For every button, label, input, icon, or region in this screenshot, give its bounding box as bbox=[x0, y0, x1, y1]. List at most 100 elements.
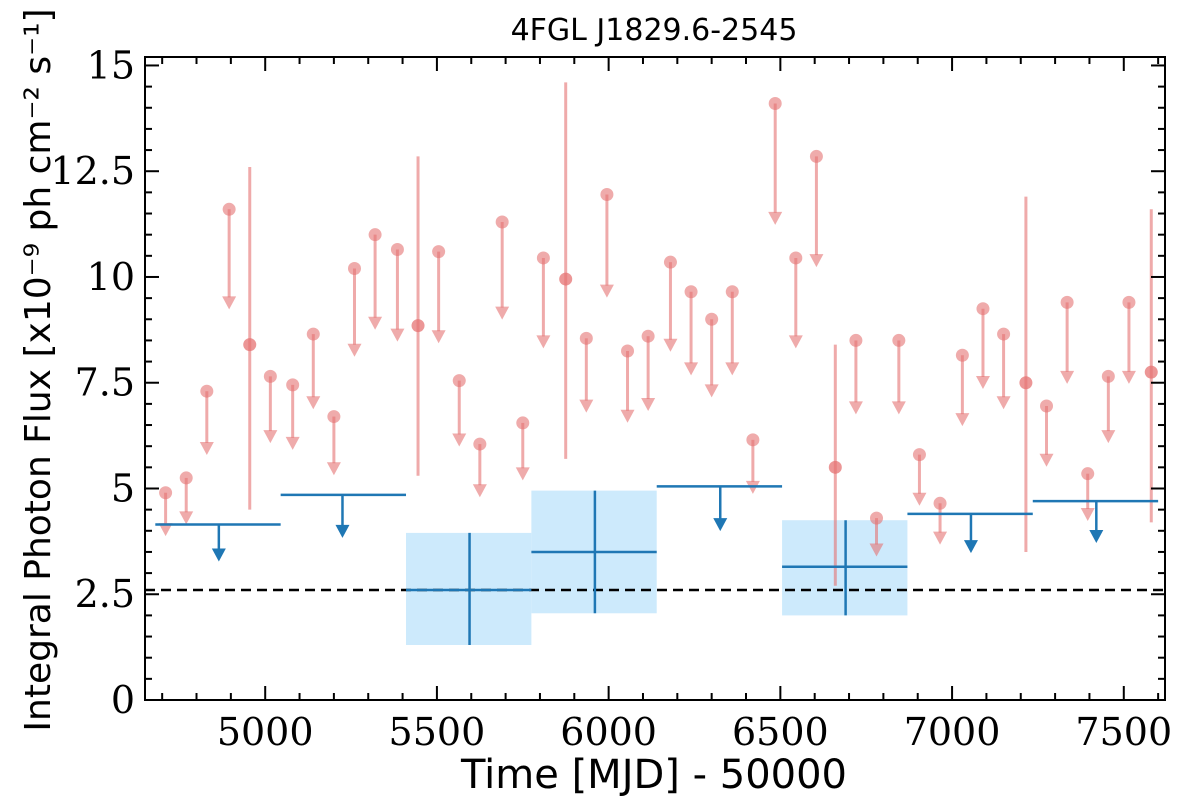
coarse-upper-limit-arrow bbox=[963, 540, 978, 554]
x-tick-label: 7000 bbox=[904, 710, 1001, 754]
fine-upper-limit-point bbox=[641, 329, 655, 343]
fine-upper-limit-point bbox=[600, 187, 614, 201]
fine-upper-limit-point bbox=[1040, 399, 1054, 413]
fine-upper-limit-arrow bbox=[704, 384, 719, 398]
fine-upper-limit-point bbox=[516, 416, 530, 430]
fine-upper-limit-arrow bbox=[955, 413, 970, 427]
fine-upper-limit-arrow bbox=[472, 484, 487, 498]
y-tick-label: 10 bbox=[87, 255, 135, 299]
fine-upper-limit-point bbox=[347, 262, 361, 276]
fine-upper-limit-point bbox=[327, 410, 341, 424]
fine-upper-limit-arrow bbox=[891, 401, 906, 415]
x-tick-label: 5500 bbox=[389, 710, 486, 754]
fine-upper-limit-point bbox=[1101, 369, 1115, 383]
fine-upper-limit-arrow bbox=[933, 531, 948, 545]
fine-upper-limit-arrow bbox=[158, 523, 173, 537]
coarse-upper-limit-arrow bbox=[1089, 529, 1104, 543]
axis-ticks bbox=[145, 57, 1165, 701]
fine-upper-limit-point bbox=[263, 369, 277, 383]
x-tick-label: 6000 bbox=[560, 710, 657, 754]
fine-upper-limit-arrow bbox=[347, 343, 362, 357]
fine-upper-limit-arrow bbox=[199, 441, 214, 455]
fine-upper-limit-arrow bbox=[975, 375, 990, 389]
fine-upper-limit-point bbox=[912, 448, 926, 462]
coarse-upper-limit-arrow bbox=[211, 548, 226, 562]
fine-upper-limit-arrow bbox=[285, 436, 300, 450]
y-axis-label: Integral Photon Flux [x10⁻⁹ ph cm⁻² s⁻¹] bbox=[18, 8, 59, 731]
fine-upper-limit-point bbox=[892, 333, 906, 347]
coarse-bin-points bbox=[155, 485, 1159, 646]
fine-upper-limit-point bbox=[495, 215, 509, 229]
fine-detection-point bbox=[411, 319, 425, 333]
y-tick-label: 5 bbox=[111, 466, 135, 510]
chart-title: 4FGL J1829.6-2545 bbox=[511, 13, 798, 48]
x-tick-label: 6500 bbox=[732, 710, 829, 754]
fine-upper-limit-point bbox=[955, 348, 969, 362]
fine-upper-limit-point bbox=[222, 202, 236, 216]
fine-upper-limit-point bbox=[746, 433, 760, 447]
fine-upper-limit-point bbox=[1060, 295, 1074, 309]
fine-upper-limit-point bbox=[368, 228, 382, 242]
x-tick-label: 7500 bbox=[1075, 710, 1172, 754]
fine-upper-limit-point bbox=[621, 344, 635, 358]
y-tick-label: 2.5 bbox=[75, 572, 135, 616]
fine-upper-limit-point bbox=[705, 312, 719, 326]
fine-upper-limit-point bbox=[306, 327, 320, 341]
fine-upper-limit-arrow bbox=[1101, 430, 1116, 444]
fine-upper-limit-point bbox=[684, 285, 698, 299]
fine-detection-point bbox=[1019, 376, 1033, 390]
fine-upper-limit-arrow bbox=[1121, 370, 1136, 384]
fine-upper-limit-arrow bbox=[452, 433, 467, 447]
fine-upper-limit-point bbox=[849, 333, 863, 347]
fine-upper-limit-arrow bbox=[368, 316, 383, 330]
fine-upper-limit-arrow bbox=[1039, 453, 1054, 467]
fine-upper-limit-arrow bbox=[620, 409, 635, 423]
fine-upper-limit-arrow bbox=[684, 362, 699, 376]
fine-upper-limit-arrow bbox=[912, 492, 927, 506]
fine-upper-limit-point bbox=[976, 302, 990, 316]
fine-upper-limit-point bbox=[179, 471, 193, 485]
fine-upper-limit-arrow bbox=[848, 401, 863, 415]
y-tick-label: 7.5 bbox=[75, 361, 135, 405]
fine-detection-point bbox=[1144, 365, 1158, 379]
fine-upper-limit-arrow bbox=[641, 397, 656, 411]
fine-upper-limit-point bbox=[1081, 467, 1095, 481]
fine-upper-limit-arrow bbox=[1060, 370, 1075, 384]
fine-upper-limit-arrow bbox=[788, 335, 803, 349]
fine-upper-limit-arrow bbox=[179, 511, 194, 525]
fine-upper-limit-point bbox=[432, 245, 446, 259]
coarse-upper-limit-arrow bbox=[713, 518, 728, 532]
coarse-upper-limit-arrow bbox=[335, 524, 350, 538]
fine-upper-limit-arrow bbox=[725, 362, 740, 376]
fine-bin-points bbox=[158, 82, 1158, 586]
fine-upper-limit-point bbox=[536, 251, 550, 265]
fine-upper-limit-point bbox=[579, 331, 593, 345]
fine-upper-limit-arrow bbox=[495, 306, 510, 320]
fine-detection-point bbox=[559, 272, 573, 286]
y-tick-label: 12.5 bbox=[50, 149, 135, 193]
fine-upper-limit-arrow bbox=[222, 296, 237, 310]
fine-upper-limit-point bbox=[933, 496, 947, 510]
fine-upper-limit-point bbox=[789, 251, 803, 265]
fine-upper-limit-point bbox=[159, 486, 173, 500]
fine-upper-limit-arrow bbox=[515, 467, 530, 481]
fine-upper-limit-arrow bbox=[431, 330, 446, 344]
fine-upper-limit-point bbox=[870, 511, 884, 525]
fine-detection-point bbox=[828, 460, 842, 474]
fine-upper-limit-arrow bbox=[326, 462, 341, 476]
fine-upper-limit-arrow bbox=[536, 335, 551, 349]
y-tick-label: 0 bbox=[111, 678, 135, 722]
fine-upper-limit-arrow bbox=[996, 396, 1011, 410]
fine-upper-limit-arrow bbox=[768, 211, 783, 225]
fine-detection-point bbox=[243, 338, 257, 352]
fine-upper-limit-point bbox=[997, 327, 1011, 341]
fine-upper-limit-arrow bbox=[869, 543, 884, 557]
fine-upper-limit-arrow bbox=[390, 328, 405, 342]
y-tick-label: 15 bbox=[87, 43, 135, 87]
fine-upper-limit-arrow bbox=[306, 396, 321, 410]
fine-upper-limit-point bbox=[663, 255, 677, 269]
fine-upper-limit-arrow bbox=[1080, 507, 1095, 521]
y-tick-labels: 0 2.5 5 7.5 10 12.5 15 bbox=[50, 43, 135, 722]
fine-upper-limit-arrow bbox=[579, 399, 594, 413]
